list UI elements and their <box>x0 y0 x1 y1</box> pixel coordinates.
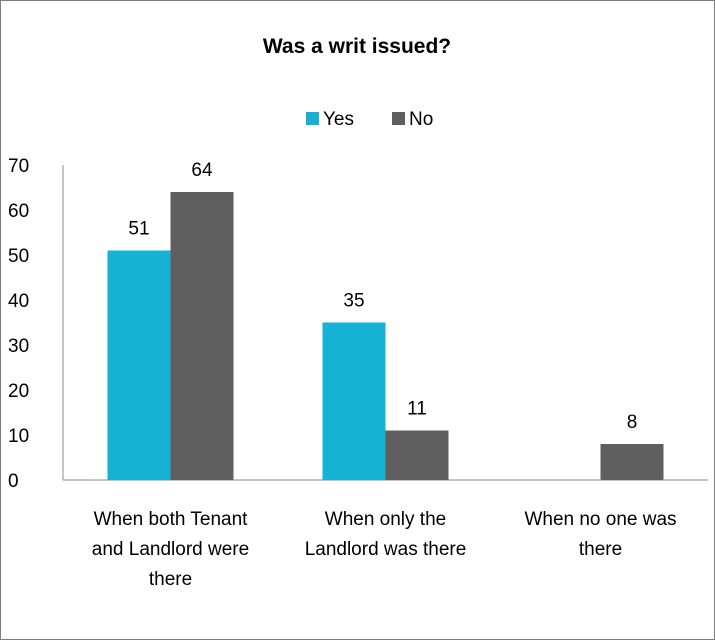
category-label-1: When both Tenant <box>94 509 249 530</box>
data-label-no-3: 8 <box>627 412 638 433</box>
y-tick-label: 30 <box>8 336 29 357</box>
legend-swatch-yes <box>306 112 319 125</box>
data-label-no-1: 64 <box>191 160 213 181</box>
category-labels: When both Tenant and Landlord were there Wh… <box>92 509 677 590</box>
y-tick-label: 20 <box>8 381 29 402</box>
y-tick-label: 70 <box>8 156 29 177</box>
data-label-no-2: 11 <box>407 399 427 420</box>
bars <box>107 192 664 480</box>
category-label-1: and Landlord were <box>92 539 249 560</box>
legend-label-yes: Yes <box>323 109 354 130</box>
y-tick-label: 50 <box>8 246 29 267</box>
category-label-3: When no one was <box>524 509 676 530</box>
chart-title: Was a writ issued? <box>263 35 451 58</box>
data-labels: 51 64 35 11 8 <box>128 160 637 433</box>
category-label-1: there <box>149 569 192 590</box>
y-tick-label: 60 <box>8 201 29 222</box>
y-tick-label: 40 <box>8 291 29 312</box>
legend-swatch-no <box>392 112 405 125</box>
legend: Yes No <box>306 109 433 130</box>
category-label-3: there <box>579 539 622 560</box>
data-label-yes-1: 51 <box>128 219 149 240</box>
bar-yes-1 <box>107 250 171 480</box>
data-label-yes-2: 35 <box>343 291 364 312</box>
y-tick-label: 10 <box>8 426 29 447</box>
bar-no-1 <box>170 192 234 480</box>
bar-no-3 <box>600 444 664 480</box>
y-tick-label: 0 <box>8 471 19 492</box>
bar-yes-2 <box>322 322 386 480</box>
category-label-2: Landlord was there <box>305 539 467 560</box>
legend-label-no: No <box>409 109 433 130</box>
bar-no-2 <box>385 430 449 480</box>
category-label-2: When only the <box>325 509 446 530</box>
